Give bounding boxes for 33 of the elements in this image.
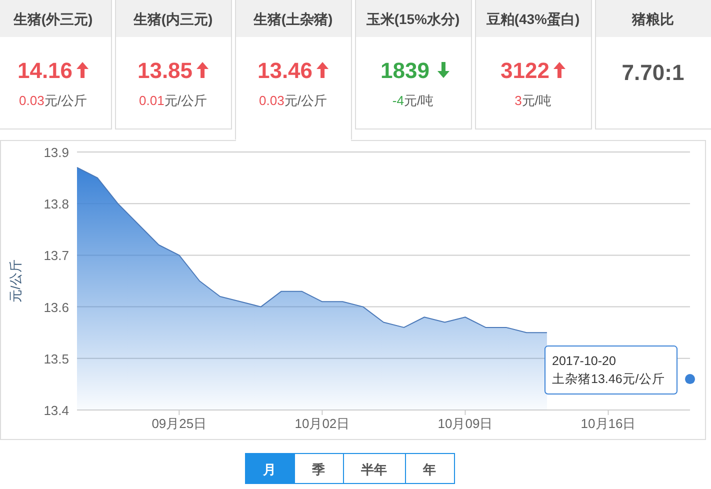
category-label: 玉米(15%水分) [365, 11, 460, 27]
text: 3元/吨 [514, 93, 552, 108]
text: 1839 [380, 58, 430, 83]
x-tick-label: 09月25日 [152, 416, 207, 431]
text: 13.46 [257, 58, 313, 83]
text: 0.03元/公斤 [19, 93, 87, 108]
text: 3122 [500, 58, 550, 83]
category-label: 猪粮比 [631, 11, 674, 27]
y-tick-label: 13.7 [44, 248, 69, 264]
category-label: 豆粕(43%蛋白) [485, 11, 580, 27]
text: 0.03元/公斤 [259, 93, 327, 108]
text: 14.16 [17, 58, 73, 83]
y-tick-label: 13.5 [44, 351, 69, 366]
category-label: 生猪(内三元) [132, 11, 213, 27]
x-tick-label: 10月02日 [294, 416, 350, 431]
text: 月 [262, 462, 276, 477]
category-label: 生猪(土杂猪) [252, 11, 333, 27]
y-tick-label: 13.4 [44, 403, 69, 418]
text: 年 [422, 462, 436, 477]
text: -4元/吨 [392, 93, 434, 108]
y-tick-label: 13.9 [44, 145, 69, 160]
category-label: 生猪(外三元) [12, 11, 93, 27]
text: 7.70:1 [622, 60, 684, 85]
y-tick-label: 13.6 [44, 300, 69, 315]
y-axis-title: 元/公斤 [8, 260, 23, 302]
annotation: 2017-10-20 土杂猪13.46元/公斤 [552, 354, 665, 386]
text: 半年 [360, 462, 387, 477]
text: 13.85 [137, 58, 193, 83]
text: 季 [311, 462, 325, 477]
x-tick-label: 10月09日 [438, 416, 493, 431]
y-tick-label: 13.8 [44, 196, 69, 212]
x-tick-label: 10月16日 [580, 416, 636, 431]
text: 0.01元/公斤 [139, 93, 207, 108]
